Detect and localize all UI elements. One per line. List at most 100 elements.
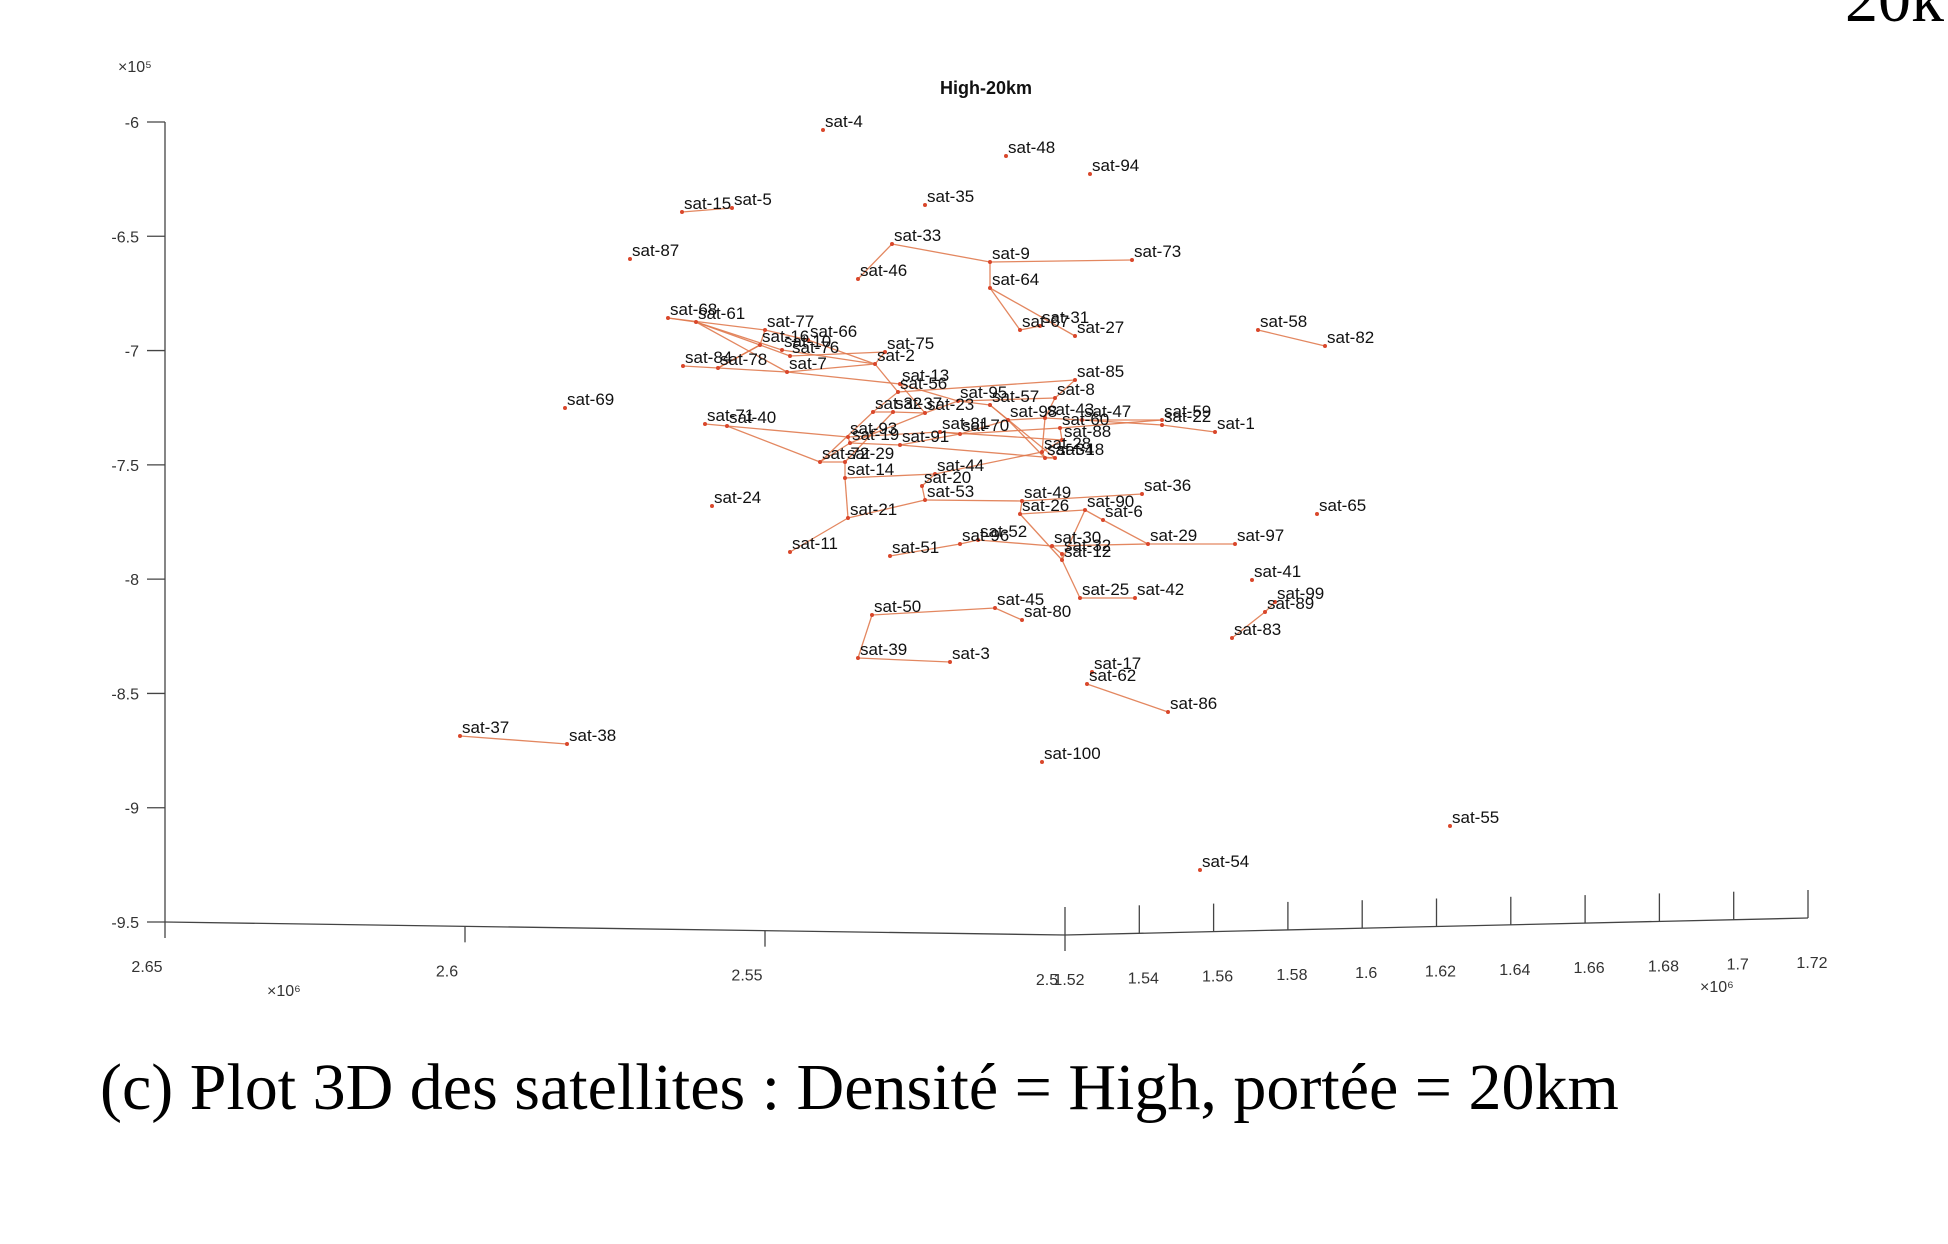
satellite-label: sat-45 <box>997 590 1044 609</box>
link-line <box>872 391 899 413</box>
satellite-point <box>923 411 927 415</box>
link-line <box>1019 513 1063 561</box>
satellite-label: sat-67 <box>1022 312 1069 331</box>
link-line <box>1041 417 1046 453</box>
satellite-point <box>565 742 569 746</box>
satellite-label: sat-16 <box>762 327 809 346</box>
satellite-point <box>806 338 810 342</box>
link-line <box>892 411 926 414</box>
satellite-point <box>1140 492 1144 496</box>
satellite-point <box>923 203 927 207</box>
link-line <box>847 431 941 438</box>
satellite-point <box>958 432 962 436</box>
link-line <box>1007 419 1046 459</box>
satellite-label: sat-28 <box>1044 434 1091 453</box>
satellite-point <box>818 460 822 464</box>
satellite-point <box>848 441 852 445</box>
satellite-point <box>890 242 894 246</box>
z-tick-label: 1.64 <box>1499 962 1530 979</box>
satellite-labels: sat-4 sat-48 sat-94 sat-15 sat-5 sat-35 sat-33… <box>462 112 1499 871</box>
z-tick-label: 1.52 <box>1053 972 1084 989</box>
satellite-point <box>758 343 762 347</box>
satellite-label: sat-31 <box>1042 308 1089 327</box>
satellite-point <box>948 660 952 664</box>
link-line <box>994 607 1023 621</box>
link-line <box>977 539 1053 547</box>
satellite-point <box>1080 418 1084 422</box>
z-tick-label: 1.56 <box>1202 969 1233 986</box>
satellite-point <box>1078 596 1082 600</box>
satellite-point <box>1160 423 1164 427</box>
satellite-label: sat-78 <box>720 350 767 369</box>
satellite-label: sat-93 <box>850 419 897 438</box>
satellite-label: sat-71 <box>707 406 754 425</box>
satellite-point <box>891 410 895 414</box>
link-line <box>874 363 899 393</box>
satellite-label: sat-38 <box>569 726 616 745</box>
satellite-point <box>976 538 980 542</box>
link-line <box>1061 559 1081 599</box>
satellite-label: sat-20 <box>924 468 971 487</box>
link-line <box>959 419 1009 435</box>
satellite-label: sat-73 <box>1134 242 1181 261</box>
satellite-label: sat-25 <box>1082 580 1129 599</box>
satellite-point <box>1018 328 1022 332</box>
satellite-label: sat-9 <box>992 244 1030 263</box>
link-line <box>1044 417 1083 421</box>
satellite-point <box>938 430 942 434</box>
satellite-point <box>958 542 962 546</box>
link-line <box>899 383 959 402</box>
link-line <box>924 400 959 414</box>
satellite-point <box>1020 618 1024 622</box>
link-line <box>1019 509 1086 515</box>
satellite-label: sat-52 <box>980 522 1027 541</box>
satellite-label: sat-37 <box>895 394 942 413</box>
satellite-label: sat-96 <box>962 526 1009 545</box>
satellite-point <box>628 257 632 261</box>
satellite-label: sat-55 <box>1452 808 1499 827</box>
satellite-points <box>458 128 1452 872</box>
satellite-point <box>681 364 685 368</box>
link-line <box>1059 427 1063 441</box>
satellite-point <box>788 550 792 554</box>
chart-title: High-20km <box>940 78 1032 98</box>
satellite-point <box>563 406 567 410</box>
link-line <box>889 543 961 557</box>
satellite-point <box>694 320 698 324</box>
satellite-point <box>1323 344 1327 348</box>
satellite-label: sat-72 <box>822 444 869 463</box>
satellite-label: sat-69 <box>567 390 614 409</box>
satellite-label: sat-32 <box>1064 536 1111 555</box>
satellite-point <box>873 362 877 366</box>
satellite-point <box>923 498 927 502</box>
satellite-label: sat-88 <box>1064 422 1111 441</box>
satellite-point <box>666 316 670 320</box>
figure-caption: (c) Plot 3D des satellites : Densité = H… <box>100 1051 1619 1124</box>
satellite-label: sat-60 <box>1062 410 1109 429</box>
link-line <box>899 444 1056 459</box>
link-line <box>726 425 821 463</box>
link-line <box>1086 683 1169 713</box>
link-line <box>759 329 766 346</box>
satellite-label: sat-77 <box>767 312 814 331</box>
satellite-point <box>1085 682 1089 686</box>
satellite-point <box>680 210 684 214</box>
satellite-label: sat-1 <box>1217 414 1255 433</box>
satellite-point <box>703 422 707 426</box>
link-line <box>957 397 1056 402</box>
satellite-label: sat-29 <box>1150 526 1197 545</box>
link-line <box>1019 500 1023 515</box>
link-line <box>717 367 788 373</box>
satellite-label: sat-89 <box>1267 594 1314 613</box>
satellite-label: sat-75 <box>887 334 934 353</box>
satellite-point <box>1315 512 1319 516</box>
satellite-point <box>1088 172 1092 176</box>
satellite-label: sat-98 <box>1010 402 1057 421</box>
satellite-point <box>1130 258 1134 262</box>
link-line <box>1054 379 1076 399</box>
satellite-point <box>1073 334 1077 338</box>
link-line <box>1019 325 1041 331</box>
link-line <box>1044 397 1056 419</box>
link-line <box>819 442 851 463</box>
satellite-point <box>956 399 960 403</box>
